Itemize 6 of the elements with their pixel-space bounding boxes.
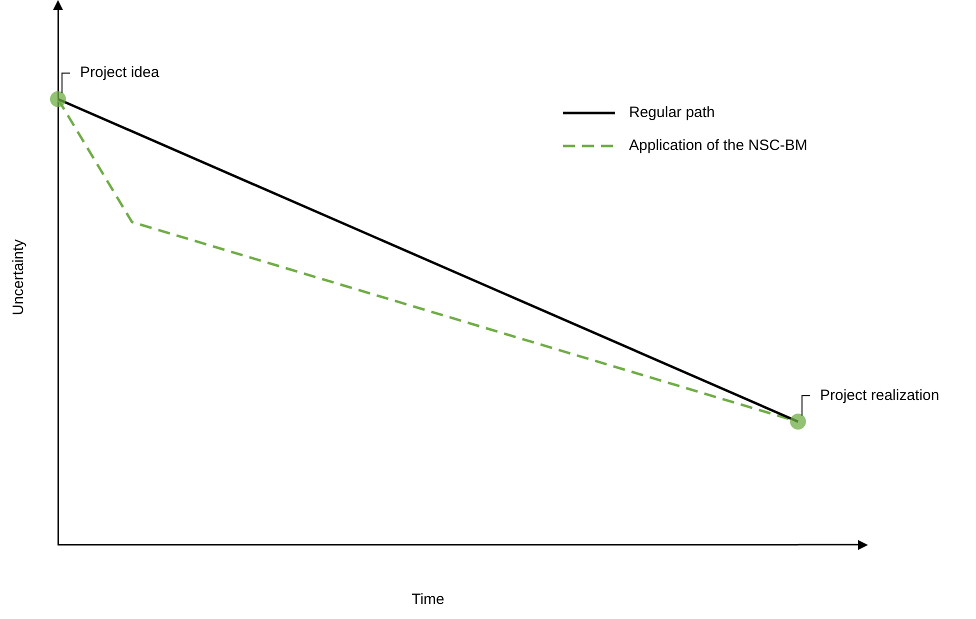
- y-axis-title: Uncertainty: [10, 238, 28, 316]
- text: Project realization: [820, 386, 940, 404]
- x-axis-title: Time: [412, 591, 444, 608]
- legend-label: Application of the NSC-BM: [629, 137, 808, 154]
- text: Project idea: [80, 64, 160, 82]
- legend-label: Regular path: [629, 104, 715, 122]
